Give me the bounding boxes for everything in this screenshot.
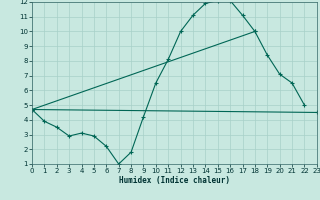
X-axis label: Humidex (Indice chaleur): Humidex (Indice chaleur) (119, 176, 230, 185)
